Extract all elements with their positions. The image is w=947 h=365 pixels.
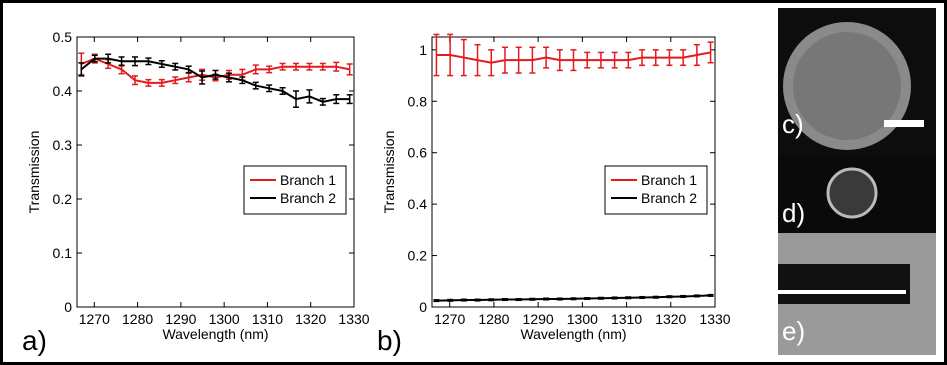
- x-tick-label: 1290: [165, 311, 196, 327]
- scale-bar: [884, 120, 924, 127]
- y-tick-label: 0.2: [53, 191, 73, 207]
- x-axis-label: Wavelength (nm): [162, 326, 268, 342]
- waveguide-light: [778, 290, 906, 294]
- micrographs: c) d) e): [778, 8, 936, 355]
- y-tick-label: 0.8: [408, 93, 428, 109]
- waveguide: [778, 264, 910, 304]
- chart: c) d) e) 0 0.1 0.2 0.3 0.4 0.5 1270 1280 1290 130…: [0, 0, 947, 365]
- x-tick-label: 1290: [523, 311, 554, 327]
- y-tick-label: 0.4: [53, 83, 73, 99]
- panel-label: b): [377, 325, 402, 356]
- image-label: c): [782, 109, 804, 139]
- legend-label: Branch 2: [641, 190, 697, 206]
- y-tick-label: 0: [419, 299, 427, 315]
- x-tick-label: 1330: [699, 311, 730, 327]
- x-axis-label: Wavelength (nm): [520, 326, 626, 342]
- ring: [828, 169, 876, 217]
- x-tick-label: 1310: [252, 311, 283, 327]
- legend-label: Branch 1: [641, 172, 697, 188]
- panel-label: a): [22, 325, 47, 356]
- y-tick-label: 0.1: [53, 245, 73, 261]
- x-tick-label: 1280: [478, 311, 509, 327]
- legend-label: Branch 2: [280, 190, 336, 206]
- y-tick-label: 0.2: [408, 248, 428, 264]
- x-tick-label: 1280: [122, 311, 153, 327]
- y-tick-label: 0.5: [53, 29, 73, 45]
- y-axis-label: Transmission: [381, 131, 397, 214]
- y-axis-label: Transmission: [26, 131, 42, 214]
- y-tick-label: 0: [64, 299, 72, 315]
- x-tick-label: 1300: [567, 311, 598, 327]
- y-tick-label: 0.4: [408, 196, 428, 212]
- image-label: d): [782, 198, 805, 228]
- x-tick-label: 1320: [655, 311, 686, 327]
- y-tick-label: 0.6: [408, 145, 428, 161]
- image-label: e): [782, 316, 805, 346]
- x-tick-label: 1300: [209, 311, 240, 327]
- x-tick-label: 1310: [611, 311, 642, 327]
- y-tick-label: 0.3: [53, 137, 73, 153]
- y-tick-label: 1: [419, 42, 427, 58]
- x-tick-label: 1270: [79, 311, 110, 327]
- figure: c) d) e) 0 0.1 0.2 0.3 0.4 0.5 1270 1280 1290 130…: [0, 0, 947, 365]
- legend-label: Branch 1: [280, 172, 336, 188]
- x-tick-label: 1330: [338, 311, 369, 327]
- x-tick-label: 1270: [434, 311, 465, 327]
- x-tick-label: 1320: [295, 311, 326, 327]
